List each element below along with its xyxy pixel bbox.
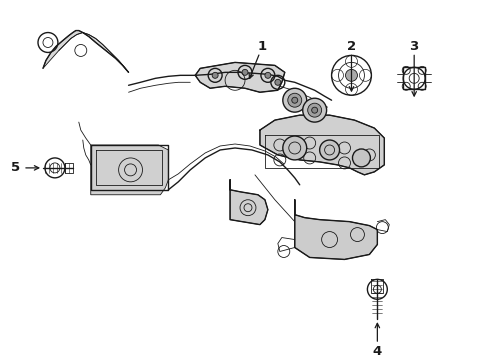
Polygon shape (195, 62, 284, 92)
Circle shape (282, 88, 306, 112)
Circle shape (274, 79, 280, 85)
Circle shape (287, 93, 301, 107)
Circle shape (307, 103, 321, 117)
Circle shape (264, 72, 270, 78)
Circle shape (345, 69, 357, 81)
Circle shape (302, 98, 326, 122)
Circle shape (282, 136, 306, 160)
Circle shape (319, 140, 339, 160)
Circle shape (311, 107, 317, 113)
Text: 4: 4 (372, 345, 381, 357)
Text: 3: 3 (409, 40, 418, 53)
Text: 2: 2 (346, 40, 355, 53)
Polygon shape (91, 145, 168, 195)
Polygon shape (43, 31, 128, 72)
Circle shape (242, 69, 247, 75)
Polygon shape (260, 115, 384, 175)
Polygon shape (229, 180, 267, 225)
Text: 1: 1 (257, 40, 266, 53)
Circle shape (291, 97, 297, 103)
Polygon shape (294, 200, 377, 260)
Circle shape (212, 72, 218, 78)
Text: 5: 5 (11, 161, 20, 174)
Circle shape (352, 149, 369, 167)
